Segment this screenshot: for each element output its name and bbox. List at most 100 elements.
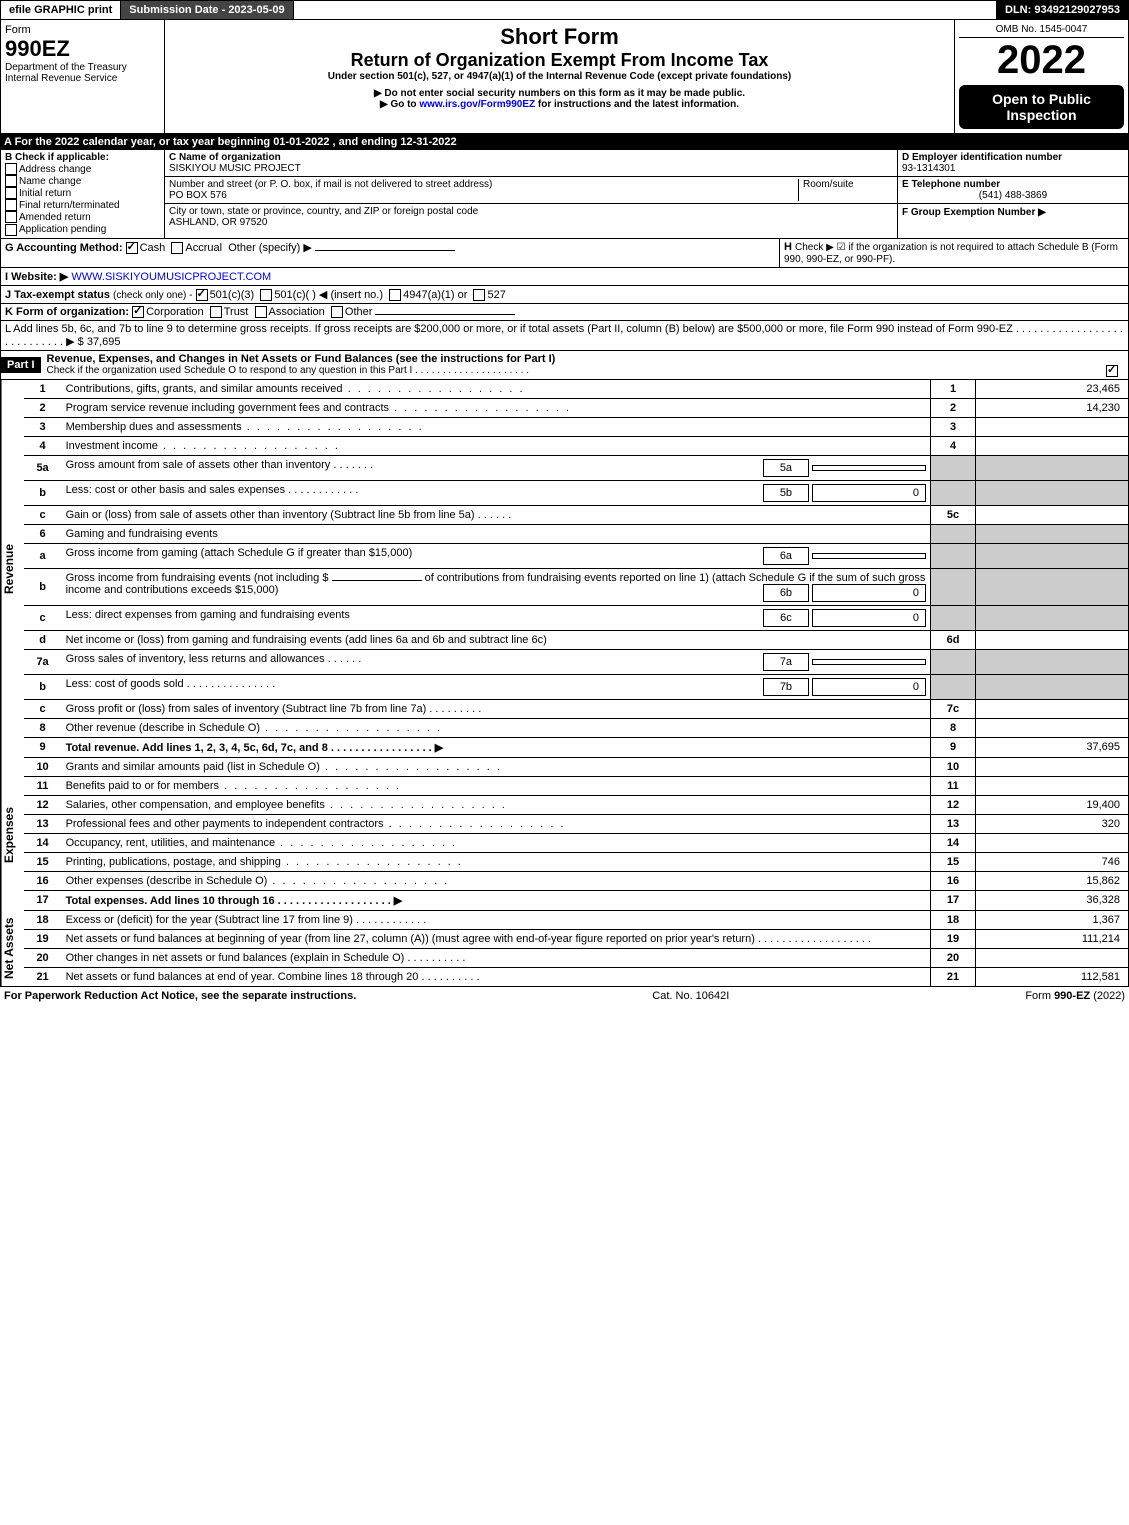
line-6a-desc: Gross income from gaming (attach Schedul… xyxy=(66,547,413,559)
line-3-ln: 3 xyxy=(931,417,976,436)
checkbox-501c[interactable] xyxy=(260,289,272,301)
line-19-val: 111,214 xyxy=(976,929,1129,948)
line-7a: 7a Gross sales of inventory, less return… xyxy=(24,649,1128,674)
line-15-ln: 15 xyxy=(931,852,976,871)
checkbox-schedule-o[interactable] xyxy=(1106,365,1118,377)
checkbox-cash[interactable] xyxy=(126,242,138,254)
line-18-num: 18 xyxy=(24,911,62,930)
line-2: 2 Program service revenue including gove… xyxy=(24,398,1128,417)
line-5c-desc: Gain or (loss) from sale of assets other… xyxy=(66,509,475,521)
line-3-val xyxy=(976,417,1129,436)
checkbox-527[interactable] xyxy=(473,289,485,301)
part1-checkline: Check if the organization used Schedule … xyxy=(47,365,1122,376)
line-6a-ln-shade xyxy=(931,543,976,568)
netassets-side-label: Net Assets xyxy=(1,911,24,986)
line-5a-sub: 5a xyxy=(763,459,809,477)
line-16-val: 15,862 xyxy=(976,871,1129,890)
checkbox-initial-return[interactable] xyxy=(5,187,17,199)
line-6b: b Gross income from fundraising events (… xyxy=(24,568,1128,605)
checkbox-pending[interactable] xyxy=(5,224,17,236)
line-6c-sub: 6c xyxy=(763,609,809,627)
line-2-val: 14,230 xyxy=(976,398,1129,417)
checkbox-4947[interactable] xyxy=(389,289,401,301)
part1-header-row: Part I Revenue, Expenses, and Changes in… xyxy=(0,351,1129,380)
part1-label: Part I xyxy=(1,357,41,373)
line-6c-val-shade xyxy=(976,605,1129,630)
cb-label-2: Initial return xyxy=(19,188,71,199)
line-11-ln: 11 xyxy=(931,776,976,795)
dln-tab: DLN: 93492129027953 xyxy=(996,1,1128,19)
line-10: 10 Grants and similar amounts paid (list… xyxy=(24,758,1128,777)
checkbox-501c3[interactable] xyxy=(196,289,208,301)
box-d-label: D Employer identification number xyxy=(902,152,1124,163)
cb-label-3: Final return/terminated xyxy=(19,200,120,211)
line-19: 19 Net assets or fund balances at beginn… xyxy=(24,929,1128,948)
line-17-ln: 17 xyxy=(931,890,976,910)
line-6b-desc1: Gross income from fundraising events (no… xyxy=(66,572,329,584)
line-8-num: 8 xyxy=(24,718,62,737)
box-g-label: G Accounting Method: xyxy=(5,242,123,254)
line-7c-val xyxy=(976,699,1129,718)
omb: OMB No. 1545-0047 xyxy=(959,24,1124,38)
line-6c: c Less: direct expenses from gaming and … xyxy=(24,605,1128,630)
line-5a-subval xyxy=(812,465,926,471)
line-21-val: 112,581 xyxy=(976,967,1129,986)
line-7c: c Gross profit or (loss) from sales of i… xyxy=(24,699,1128,718)
line-5b-ln-shade xyxy=(931,480,976,505)
line-21: 21 Net assets or fund balances at end of… xyxy=(24,967,1128,986)
checkbox-final-return[interactable] xyxy=(5,199,17,211)
line-18-val: 1,367 xyxy=(976,911,1129,930)
k-row: K Form of organization: Corporation Trus… xyxy=(0,304,1129,321)
line-20-val xyxy=(976,948,1129,967)
checkbox-accrual[interactable] xyxy=(171,242,183,254)
expenses-table: 10 Grants and similar amounts paid (list… xyxy=(24,758,1128,911)
line-15-num: 15 xyxy=(24,852,62,871)
k-opt0: Corporation xyxy=(146,306,203,318)
line-16-desc: Other expenses (describe in Schedule O) xyxy=(66,875,268,887)
line-21-desc: Net assets or fund balances at end of ye… xyxy=(66,971,419,983)
line-18: 18 Excess or (deficit) for the year (Sub… xyxy=(24,911,1128,930)
line-6-num: 6 xyxy=(24,524,62,543)
line-6a-num: a xyxy=(24,543,62,568)
checkbox-amended[interactable] xyxy=(5,211,17,223)
checkbox-corporation[interactable] xyxy=(132,306,144,318)
box-l-text: L Add lines 5b, 6c, and 7b to line 9 to … xyxy=(5,323,1123,348)
box-e-label: E Telephone number xyxy=(902,179,1124,190)
checkbox-other[interactable] xyxy=(331,306,343,318)
line-13-val: 320 xyxy=(976,814,1129,833)
line-7a-num: 7a xyxy=(24,649,62,674)
line-13: 13 Professional fees and other payments … xyxy=(24,814,1128,833)
footer-left: For Paperwork Reduction Act Notice, see … xyxy=(4,990,356,1002)
line-1-val: 23,465 xyxy=(976,380,1129,399)
checkbox-name-change[interactable] xyxy=(5,175,17,187)
line-17-num: 17 xyxy=(24,890,62,910)
line-7b-sub: 7b xyxy=(763,678,809,696)
no-ssn: ▶ Do not enter social security numbers o… xyxy=(169,88,950,99)
box-i-label: I Website: ▶ xyxy=(5,271,68,283)
line-12-desc: Salaries, other compensation, and employ… xyxy=(66,799,325,811)
goto-line: ▶ Go to www.irs.gov/Form990EZ for instru… xyxy=(169,99,950,110)
efile-tab[interactable]: efile GRAPHIC print xyxy=(1,1,121,19)
line-12-val: 19,400 xyxy=(976,795,1129,814)
goto-link[interactable]: www.irs.gov/Form990EZ xyxy=(419,99,535,110)
city-label: City or town, state or province, country… xyxy=(169,206,893,217)
box-h-text: Check ▶ ☑ if the organization is not req… xyxy=(784,242,1118,265)
line-1-ln: 1 xyxy=(931,380,976,399)
j-opt3: 4947(a)(1) or xyxy=(403,289,467,301)
checkbox-trust[interactable] xyxy=(210,306,222,318)
line-15-val: 746 xyxy=(976,852,1129,871)
line-6d-desc: Net income or (loss) from gaming and fun… xyxy=(62,630,931,649)
checkbox-association[interactable] xyxy=(255,306,267,318)
phone-value: (541) 488-3869 xyxy=(902,190,1124,201)
revenue-block: Revenue 1 Contributions, gifts, grants, … xyxy=(0,380,1129,758)
line-9-num: 9 xyxy=(24,737,62,757)
line-1-num: 1 xyxy=(24,380,62,399)
line-6b-ln-shade xyxy=(931,568,976,605)
line-6b-num: b xyxy=(24,568,62,605)
line-15: 15 Printing, publications, postage, and … xyxy=(24,852,1128,871)
accrual-label: Accrual xyxy=(185,242,222,254)
website-link[interactable]: WWW.SISKIYOUMUSICPROJECT.COM xyxy=(71,271,271,283)
box-j-note: (check only one) - xyxy=(113,290,192,301)
k-opt1: Trust xyxy=(224,306,249,318)
checkbox-address-change[interactable] xyxy=(5,163,17,175)
